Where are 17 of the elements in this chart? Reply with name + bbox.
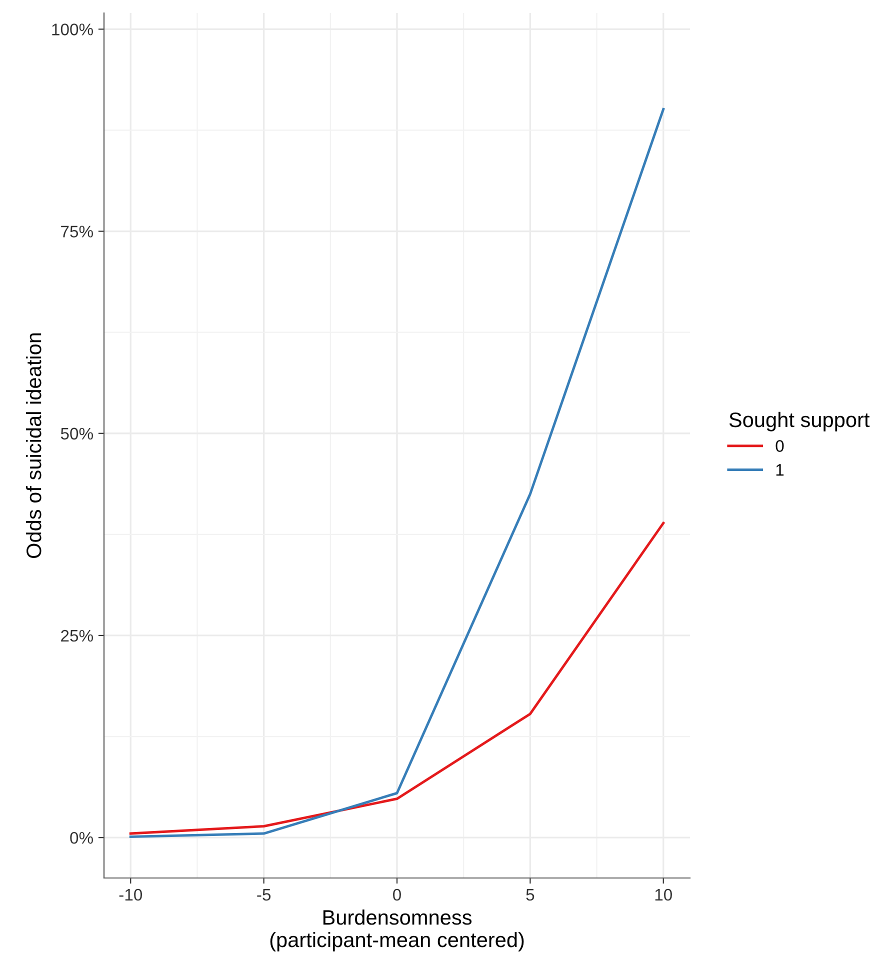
x-axis-title: Burdensomness (participant-mean centered): [270, 910, 524, 952]
y-axis-title: Odds of suicidal ideation: [26, 333, 42, 558]
y-tick-label: 0%: [70, 832, 93, 844]
x-tick-label: -5: [257, 889, 271, 901]
line-series: [129, 522, 665, 835]
x-tick-label: -10: [119, 888, 142, 901]
x-tick-label: 5: [526, 889, 534, 901]
y-tick-label: 50%: [60, 428, 93, 440]
legend-label: 0: [776, 440, 784, 452]
y-tick-label: 25%: [61, 630, 93, 642]
x-tick-label: 0: [393, 888, 401, 901]
line-series: [129, 108, 665, 838]
y-tick-label: 100%: [52, 24, 93, 36]
legend-label: 1: [776, 464, 784, 476]
x-tick-label: 10: [655, 888, 672, 901]
y-tick-label: 75%: [61, 226, 93, 238]
legend-title: Sought support: [729, 412, 870, 432]
